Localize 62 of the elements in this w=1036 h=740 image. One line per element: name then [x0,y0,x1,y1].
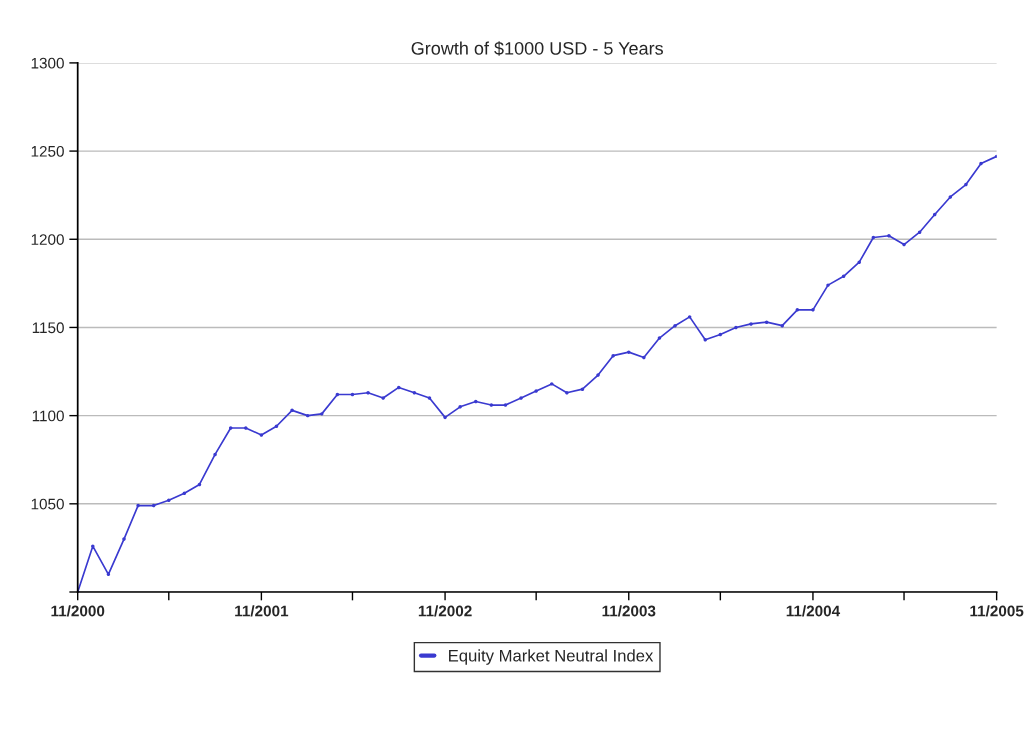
point [611,353,615,358]
point [366,390,370,395]
point [197,482,202,487]
point [596,373,600,377]
point [474,399,478,404]
point [811,308,815,312]
point [228,426,233,430]
point [412,390,417,395]
point [580,387,585,391]
y-tick-label: 1200 [31,234,64,245]
point [673,323,677,328]
point [213,452,217,457]
point [841,274,846,279]
point [749,322,753,326]
point [122,537,126,541]
point [933,212,937,217]
point [489,403,494,407]
x-tick-label: 11/2000 [51,605,105,617]
point [964,182,968,187]
point [642,355,646,360]
point [182,491,187,495]
point [397,385,401,390]
point [519,396,523,400]
point [106,572,111,577]
y-tick-label: 1250 [31,145,64,157]
point [350,392,355,397]
point [871,235,876,240]
point [917,230,922,234]
point [764,320,769,324]
point [887,234,891,238]
point [244,426,248,430]
point [274,424,279,428]
point [565,390,569,395]
point [826,283,830,287]
point [381,396,385,400]
x-tick-label: 11/2004 [786,605,841,617]
point [443,415,447,420]
y-tick-label: 1050 [31,498,64,510]
point [687,315,692,319]
point [136,503,140,508]
point [534,389,538,393]
point [91,544,95,548]
point [335,392,340,397]
x-tick-label: 11/2005 [970,605,1024,617]
chart-title: Growth of $1000 USD - 5 Years [411,41,663,56]
point [627,350,631,354]
x-tick-label: 11/2002 [418,605,472,617]
point [151,503,156,508]
legend-label: Equity Market Neutral Index [449,649,654,665]
point [458,405,462,409]
point [550,382,554,386]
x-tick-label: 11/2003 [602,605,656,617]
point [795,308,800,312]
point [290,408,294,413]
x-tick-label: 11/2001 [235,605,289,617]
y-tick-label: 1300 [31,57,64,69]
point [320,412,324,416]
y-tick-label: 1100 [32,410,64,422]
point [718,332,723,337]
y-tick-label: 1150 [32,322,64,334]
point [948,195,953,199]
point [305,413,310,418]
